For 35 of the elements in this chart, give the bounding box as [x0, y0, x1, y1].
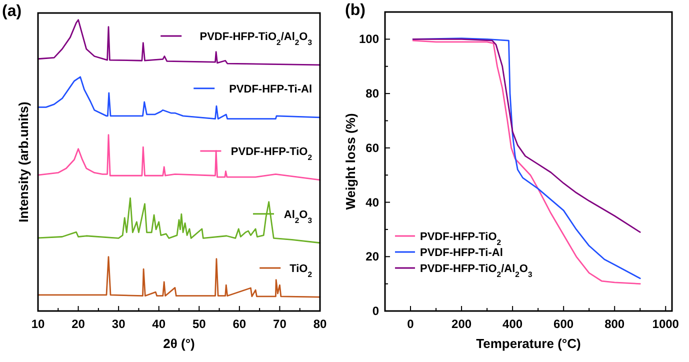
- legend-label: Al$_{2}$O$_{3}$: [284, 208, 312, 224]
- x-tick-label: 800: [604, 317, 625, 331]
- x-axis-title: 2θ (°): [163, 336, 195, 351]
- x-tick-label: 50: [192, 317, 206, 331]
- x-tick-label: 10: [31, 317, 45, 331]
- x-tick-label: 20: [72, 317, 86, 331]
- x-tick-label: 80: [313, 317, 327, 331]
- legend-label: PVDF-HFP-TiO$_{2}$/Al$_{2}$O$_{3}$: [420, 263, 532, 278]
- y-axis-title: Intensity (arb.units): [16, 102, 31, 222]
- x-tick-label: 400: [502, 317, 523, 331]
- x-tick-label: 0: [407, 317, 414, 331]
- text: (a): [2, 3, 22, 20]
- legend-label: PVDF-HFP-Ti-Al: [420, 247, 503, 259]
- x-tick-label: 40: [152, 317, 166, 331]
- line-series: [412, 38, 641, 233]
- x-tick-label: 30: [112, 317, 126, 331]
- legend-label: PVDF-HFP-Ti-Al: [229, 83, 312, 96]
- y-tick-label: 20: [366, 250, 380, 264]
- y-axis-title: Weight loss (%): [343, 113, 358, 210]
- x-tick-label: 200: [452, 317, 472, 331]
- legend-label: PVDF-HFP-TiO$_{2}$: [230, 146, 312, 162]
- legend-label: PVDF-HFP-TiO$_{2}$/Al$_{2}$O$_{3}$: [200, 30, 312, 46]
- y-tick-label: 40: [366, 195, 380, 210]
- y-tick-label: 80: [366, 86, 380, 101]
- legend-label: TiO$_{2}$: [290, 263, 312, 279]
- text: (b): [345, 2, 366, 19]
- x-tick-label: 60: [232, 317, 246, 331]
- x-tick-label: 70: [273, 317, 287, 331]
- x-axis-title: Temperature (°C): [476, 336, 581, 351]
- x-tick-label: 600: [554, 317, 574, 331]
- y-tick-label: 60: [366, 140, 380, 155]
- y-tick-label: 0: [372, 304, 380, 318]
- legend-label: PVDF-HFP-TiO$_{2}$: [420, 231, 502, 246]
- x-tick-label: 1000: [652, 317, 680, 331]
- y-tick-label: 100: [358, 32, 380, 46]
